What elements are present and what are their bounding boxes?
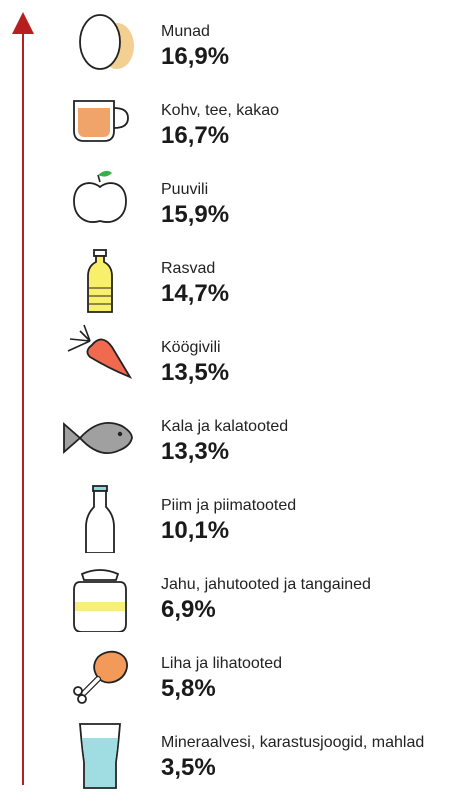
category-label: Kala ja kalatooted (161, 418, 289, 435)
item-mineraalvesi-karastusjoogid-mahlad: Mineraalvesi, karastusjoogid, mahlad 3,5% (0, 718, 462, 797)
category-label: Puuvili (161, 181, 209, 198)
category-label: Mineraalvesi, karastusjoogid, mahlad (161, 734, 425, 751)
item-liha-ja-lihatooted: Liha ja lihatooted 5,8% (0, 639, 462, 718)
data-label: 15,9% (161, 201, 230, 228)
scale-arrow-head (12, 12, 34, 34)
data-label: 14,7% (161, 280, 230, 307)
item-munad: Munad 16,9% (0, 7, 462, 86)
cup-icon (60, 86, 140, 158)
item-rasvad: Rasvad 14,7% (0, 244, 462, 323)
item-puuvili: Puuvili 15,9% (0, 165, 462, 244)
egg-icon (60, 7, 140, 79)
category-label: Jahu, jahutooted ja tangained (161, 576, 371, 593)
item-piim-ja-piimatooted: Piim ja piimatooted 10,1% (0, 481, 462, 560)
data-label: 13,5% (161, 359, 230, 386)
category-label: Kohv, tee, kakao (161, 102, 279, 119)
item-kohv-tee-kakao: Kohv, tee, kakao 16,7% (0, 86, 462, 165)
flour-sack-icon (60, 560, 140, 633)
scale-arrow (12, 12, 34, 785)
category-label: Rasvad (161, 260, 216, 277)
chicken-leg-icon (60, 639, 140, 711)
oil-bottle-icon (60, 244, 140, 316)
milk-bottle-icon (60, 481, 140, 554)
item-koogivili: Köögivili 13,5% (0, 323, 462, 402)
item-jahu-jahutooted-ja-tangained: Jahu, jahutooted ja tangained 6,9% (0, 560, 462, 639)
category-label: Munad (161, 23, 210, 40)
apple-icon (60, 165, 140, 237)
carrot-icon (60, 323, 140, 395)
data-label: 3,5% (161, 754, 216, 781)
category-label: Piim ja piimatooted (161, 497, 297, 514)
data-label: 6,9% (161, 596, 216, 623)
fish-icon (60, 402, 140, 474)
glass-icon (60, 718, 140, 790)
category-label: Liha ja lihatooted (161, 655, 282, 672)
data-label: 10,1% (161, 517, 230, 544)
data-label: 16,7% (161, 122, 230, 149)
category-label: Köögivili (161, 339, 221, 356)
item-kala-ja-kalatooted: Kala ja kalatooted 13,3% (0, 402, 462, 481)
data-label: 13,3% (161, 438, 230, 465)
data-label: 5,8% (161, 675, 216, 702)
data-label: 16,9% (161, 43, 230, 70)
